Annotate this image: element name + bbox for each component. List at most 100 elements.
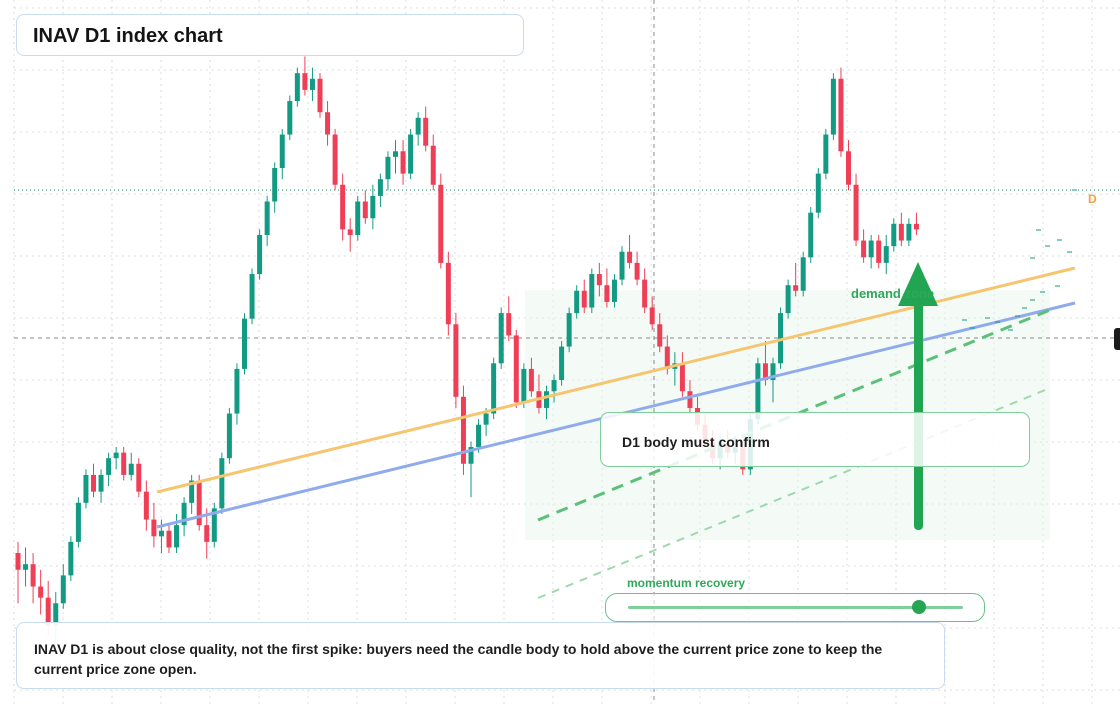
green-faint-dashed-trendline bbox=[537, 387, 1051, 599]
candle-body-bull bbox=[234, 368, 240, 414]
candle-body-bull bbox=[181, 502, 187, 526]
candle bbox=[611, 274, 617, 308]
candle-body-bull bbox=[189, 480, 195, 503]
candle-body-bear bbox=[166, 530, 172, 548]
candle bbox=[906, 218, 912, 247]
candle-body-bull bbox=[906, 223, 912, 241]
candle-body-bull bbox=[574, 290, 580, 314]
candle-body-bear bbox=[762, 363, 768, 381]
candle-body-bull bbox=[68, 541, 74, 576]
candle bbox=[604, 268, 610, 308]
candle bbox=[385, 151, 391, 191]
candle bbox=[408, 128, 414, 180]
candle-body-bull bbox=[242, 318, 247, 369]
analysis-note: INAV D1 is about close quality, not the … bbox=[34, 641, 883, 677]
candle bbox=[121, 447, 127, 481]
candle bbox=[506, 296, 512, 341]
candle bbox=[98, 469, 104, 503]
candle-body-bear bbox=[91, 474, 96, 492]
candle-body-bull bbox=[98, 474, 104, 492]
candle-body-bear bbox=[453, 324, 459, 397]
candle-body-bull bbox=[355, 201, 361, 235]
candle bbox=[302, 56, 308, 96]
candle-body-bull bbox=[551, 380, 557, 392]
candle-body-bull bbox=[830, 78, 836, 135]
candle-body-bull bbox=[755, 363, 761, 420]
candle bbox=[846, 140, 851, 191]
candle-body-bear bbox=[136, 463, 142, 492]
candle bbox=[151, 502, 157, 548]
candle bbox=[362, 190, 368, 224]
candle-body-bear bbox=[642, 279, 648, 308]
candle-body-bear bbox=[38, 586, 44, 598]
candle bbox=[400, 140, 406, 185]
candle-body-bull bbox=[815, 173, 821, 213]
candle-body-bear bbox=[340, 184, 346, 230]
candle-body-bear bbox=[596, 274, 602, 286]
page-title: INAV D1 index chart bbox=[33, 25, 223, 47]
candle bbox=[868, 234, 874, 269]
candle bbox=[340, 173, 346, 241]
candle-body-bull bbox=[476, 424, 482, 448]
candle bbox=[15, 541, 21, 604]
candle bbox=[377, 173, 383, 208]
candle bbox=[898, 212, 904, 247]
candle-body-bear bbox=[45, 597, 51, 626]
candle-body-bear bbox=[604, 285, 610, 302]
candle bbox=[325, 101, 331, 146]
candle bbox=[211, 502, 217, 548]
candle bbox=[393, 140, 398, 174]
candle bbox=[30, 553, 36, 604]
candle bbox=[778, 307, 784, 369]
candle-body-bear bbox=[143, 491, 149, 520]
candle bbox=[91, 463, 96, 498]
analysis-note-panel: INAV D1 is about close quality, not the … bbox=[16, 622, 945, 689]
green-dashed-trendline[interactable] bbox=[537, 308, 1051, 522]
candle bbox=[853, 173, 859, 247]
candle-body-bear bbox=[347, 229, 353, 235]
candle bbox=[649, 296, 655, 330]
candle-body-bear bbox=[861, 240, 867, 258]
demand-zone-label: demand zone bbox=[851, 286, 935, 301]
candle bbox=[264, 195, 270, 247]
candle-body-bull bbox=[128, 463, 134, 475]
candle bbox=[181, 497, 187, 537]
candle-body-bear bbox=[196, 480, 202, 526]
candle-body-bull bbox=[566, 313, 572, 347]
candle-body-bull bbox=[53, 603, 59, 626]
candle-body-bull bbox=[521, 368, 527, 403]
candle bbox=[551, 374, 557, 403]
candle-body-bear bbox=[513, 335, 519, 403]
momentum-slider[interactable] bbox=[605, 593, 985, 622]
candle bbox=[370, 184, 376, 230]
candle-body-bear bbox=[332, 134, 338, 185]
candle-body-bull bbox=[370, 195, 376, 219]
momentum-slider-knob[interactable] bbox=[912, 600, 927, 614]
candle-body-bull bbox=[468, 447, 474, 464]
chart-title-panel: INAV D1 index chart bbox=[16, 14, 524, 56]
candle bbox=[234, 363, 240, 425]
candle bbox=[143, 480, 149, 531]
candle-body-bear bbox=[121, 452, 127, 475]
candle-body-bear bbox=[634, 262, 640, 280]
candle-body-bull bbox=[770, 363, 776, 381]
candle bbox=[642, 268, 648, 314]
candle-body-bull bbox=[883, 246, 889, 263]
candle-body-bear bbox=[204, 525, 210, 542]
confirm-callout: D1 body must confirm bbox=[600, 412, 1030, 467]
candle bbox=[800, 251, 806, 297]
candle bbox=[596, 262, 602, 297]
candle bbox=[891, 218, 897, 252]
candle-body-bear bbox=[687, 391, 693, 408]
candle-body-bull bbox=[868, 240, 874, 258]
candle-body-bull bbox=[415, 117, 421, 135]
candle-body-bull bbox=[619, 251, 625, 280]
candle bbox=[23, 547, 29, 587]
candle-body-bear bbox=[151, 519, 157, 537]
candle-body-bull bbox=[483, 413, 489, 425]
candle bbox=[521, 363, 527, 408]
momentum-slider-track bbox=[628, 606, 963, 609]
candle-body-bear bbox=[846, 151, 851, 185]
candle-body-bull bbox=[385, 156, 391, 180]
candle bbox=[430, 134, 436, 191]
